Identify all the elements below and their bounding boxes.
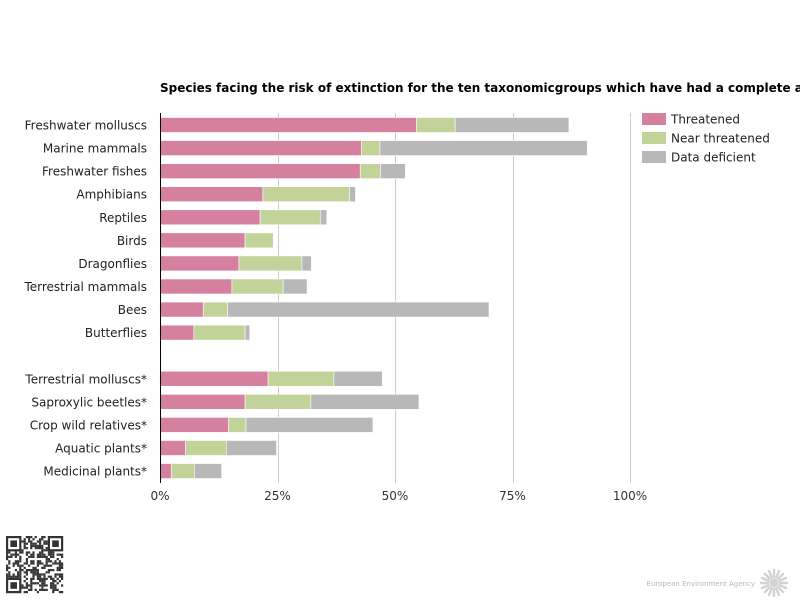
bar-segment-data-deficient [379,140,588,156]
bar-segment-near-threatened [238,255,303,272]
category-label: Saproxylic beetles* [31,395,147,409]
category-labels: Freshwater molluscs Marine mammals Freshwa… [23,119,147,479]
bar-segment-threatened [159,255,240,272]
legend: Threatened Near threatened Data deficient [642,113,770,165]
bars [159,117,588,479]
category-label: Terrestrial molluscs* [24,372,147,386]
bar-segment-data-deficient [282,278,308,295]
bar-segment-near-threatened [170,463,195,479]
bar-segment-data-deficient [380,163,406,179]
bar-segment-threatened [159,117,417,133]
bar-segment-threatened [159,301,204,318]
bar-segment-near-threatened [228,417,247,433]
bar-segment-threatened [159,140,362,156]
bar-segment-near-threatened [185,440,227,456]
bar-segment-data-deficient [310,394,420,410]
category-label: Dragonflies [78,257,147,271]
category-label: Reptiles [99,211,147,225]
bar-segment-near-threatened [416,117,456,133]
bar-segment-threatened [159,186,264,203]
bar-segment-data-deficient [194,463,222,479]
bar-segment-data-deficient [245,417,374,433]
bar-segment-threatened [159,463,172,479]
legend-swatch [642,132,666,144]
bar-segment-near-threatened [267,370,335,387]
category-label: Bees [118,303,147,317]
bar-segment-near-threatened [202,301,228,318]
bar-segment-threatened [159,278,233,295]
bar-segment-threatened [159,324,195,341]
bar-segment-data-deficient [244,324,251,341]
bar-segment-data-deficient [333,370,383,387]
legend-label: Threatened [670,113,740,127]
category-label: Butterflies [85,326,147,340]
bar-segment-near-threatened [231,278,284,295]
category-label: Freshwater fishes [42,165,147,179]
bar-segment-threatened [159,163,361,179]
category-label: Birds [117,234,147,248]
bar-segment-near-threatened [244,232,274,249]
chart-title: Species facing the risk of extinction fo… [160,81,800,95]
legend-label: Near threatened [671,132,770,146]
bar-segment-data-deficient [319,209,328,226]
x-tick-label: 25% [264,489,291,503]
eea-sun-logo-icon [759,568,789,598]
bar-segment-data-deficient [454,117,570,133]
bar-segment-data-deficient [349,186,356,203]
bar-segment-threatened [159,209,261,226]
legend-label: Data deficient [671,151,756,165]
x-tick-label: 50% [382,489,409,503]
bar-segment-near-threatened [193,324,246,341]
bar-segment-threatened [159,232,246,249]
bar-segment-near-threatened [244,394,312,410]
x-tick-labels: 0% 25% 50% 75% 100% [150,489,647,503]
bar-segment-threatened [159,440,186,456]
bar-segment-threatened [159,394,246,410]
bar-segment-near-threatened [361,140,381,156]
x-tick-label: 0% [150,489,169,503]
qr-code-icon [6,536,64,594]
category-label: Medicinal plants* [43,465,147,479]
legend-swatch [642,113,666,125]
bar-segment-data-deficient [301,255,312,272]
bar-segment-near-threatened [262,186,350,203]
category-label: Freshwater molluscs [25,119,147,133]
x-tick-label: 75% [499,489,526,503]
bar-segment-near-threatened [259,209,321,226]
bar-segment-data-deficient [227,301,490,318]
bar-segment-threatened [159,370,269,387]
category-label: Amphibians [76,188,147,202]
category-label: Aquatic plants* [55,441,147,455]
agency-name: European Environment Agency [647,580,755,588]
category-label: Marine mammals [43,142,147,156]
category-label: Terrestrial mammals [23,280,147,294]
legend-swatch [642,151,666,163]
x-tick-label: 100% [613,489,647,503]
bar-segment-near-threatened [359,163,381,179]
bar-segment-data-deficient [225,440,277,456]
bar-segment-threatened [159,417,229,433]
category-label: Crop wild relatives* [30,418,147,432]
